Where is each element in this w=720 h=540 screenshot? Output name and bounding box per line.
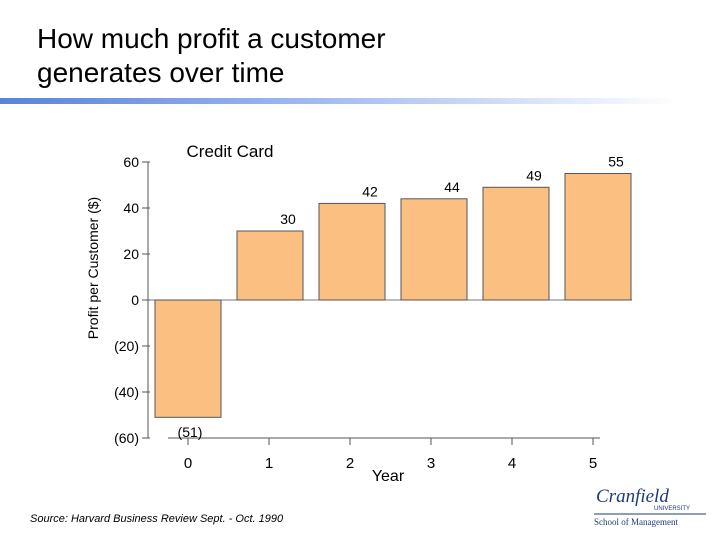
y-tick-label: 40	[123, 200, 139, 216]
y-tick-label: 20	[123, 246, 139, 262]
logo-school: School of Management	[594, 517, 678, 527]
logo-name: Cranfield	[596, 486, 669, 507]
x-tick-label: 0	[184, 455, 192, 472]
data-label: 44	[444, 179, 460, 195]
x-tick-label: 2	[346, 455, 354, 472]
chart-title: Credit Card	[187, 142, 274, 161]
bar-year-3	[400, 198, 468, 301]
bar-year-5	[564, 173, 632, 301]
y-tick-label: (20)	[114, 338, 139, 354]
source-note: Source: Harvard Business Review Sept. - …	[30, 513, 284, 525]
x-tick-label: 1	[265, 455, 273, 472]
y-tick-label: 0	[131, 292, 139, 308]
logo-university: UNIVERSITY	[654, 506, 690, 512]
y-tick-label: (60)	[114, 430, 139, 446]
bar-year-1	[236, 230, 304, 301]
data-label: 49	[526, 167, 542, 183]
bar-year-0	[154, 299, 222, 418]
data-label: 42	[362, 183, 378, 199]
data-label: 55	[608, 154, 624, 170]
cranfield-logo: Cranfield UNIVERSITY School of Managemen…	[594, 486, 706, 527]
bar-year-2	[318, 202, 386, 301]
x-tick-label: 4	[508, 455, 516, 472]
y-tick-label: 60	[123, 154, 139, 170]
data-label: 30	[280, 211, 296, 227]
x-tick-label: 5	[589, 455, 597, 472]
bar-year-4	[482, 186, 550, 301]
slide-title: How much profit a customer generates ove…	[37, 23, 386, 88]
x-tick-label: 3	[427, 455, 435, 472]
x-axis-label: Year	[372, 468, 405, 485]
title-underline	[0, 98, 680, 104]
data-label: (51)	[178, 424, 203, 440]
y-tick-label: (40)	[114, 384, 139, 400]
y-axis-label: Profit per Customer ($)	[85, 197, 101, 339]
